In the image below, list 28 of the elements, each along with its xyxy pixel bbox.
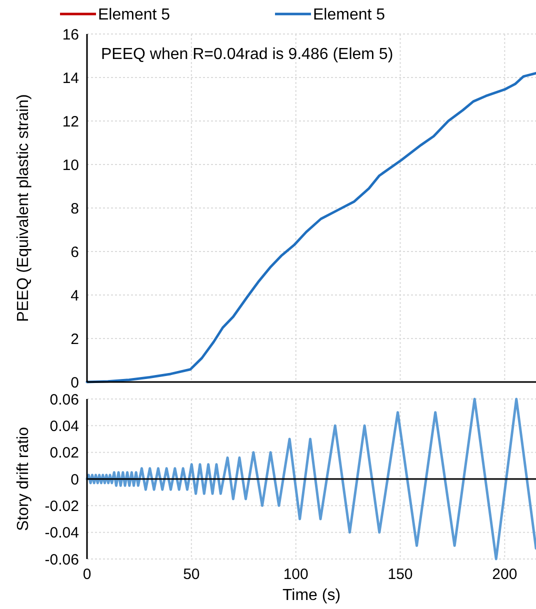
y-axis-title: PEEQ (Equivalent plastic strain) [15,94,32,322]
y-tick-label: 0.02 [50,444,79,462]
y-tick-label: 0 [70,471,79,488]
y-tick-label: 2 [70,330,79,348]
y-tick-label: 10 [62,156,79,174]
line-series [86,398,536,560]
x-tick-label: 200 [492,566,518,583]
y-tick-label: 16 [62,26,79,44]
x-tick-label: 0 [82,566,92,583]
x-tick-label: 100 [283,566,308,583]
y-tick-label: 4 [70,287,79,304]
y-tick-label: 0.04 [50,418,79,435]
y-tick-label: 14 [62,70,79,87]
legend-label: Element 5 [98,6,170,24]
x-tick-label: 50 [183,566,200,583]
y-tick-label: -0.06 [44,551,79,568]
y-tick-label: 12 [62,113,79,130]
legend-label: Element 5 [313,6,386,24]
y-tick-label: 8 [70,200,79,218]
x-axis-title: Time (s) [282,587,341,604]
y-axis-title: Story drift ratio [15,426,32,532]
y-tick-label: 0 [70,374,79,392]
y-tick-label: 6 [70,244,79,261]
y-tick-label: 0.06 [50,391,79,408]
x-tick-label: 150 [388,566,413,583]
y-tick-label: -0.02 [44,498,79,515]
annotation: PEEQ when R=0.04rad is 9.486 (Elem 5) [101,46,394,63]
y-tick-label: -0.04 [44,524,79,542]
